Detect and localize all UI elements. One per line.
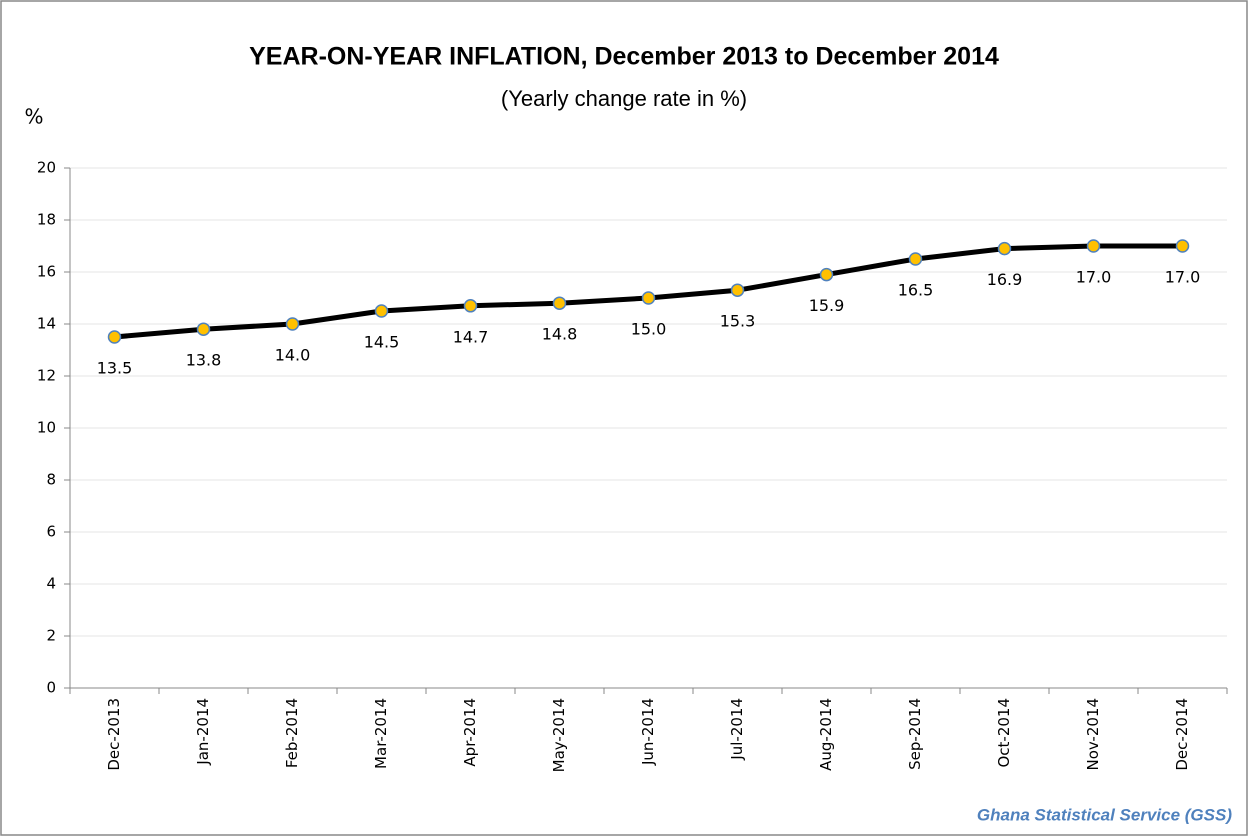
y-tick-label: 8 <box>46 471 56 489</box>
y-tick-label: 12 <box>37 367 56 385</box>
x-tick-label: Dec-2013 <box>105 698 123 771</box>
y-tick-label: 14 <box>37 315 56 333</box>
data-label: 14.8 <box>542 325 578 344</box>
data-point <box>997 241 1012 256</box>
x-tick-label: Jul-2014 <box>728 698 746 761</box>
data-point <box>641 291 656 305</box>
data-label: 17.0 <box>1076 268 1112 287</box>
data-point <box>196 322 211 336</box>
source-note: Ghana Statistical Service (GSS) <box>977 805 1232 824</box>
data-label: 14.7 <box>453 327 489 346</box>
x-tick-label: Oct-2014 <box>995 698 1013 768</box>
data-label: 16.9 <box>987 270 1023 289</box>
data-point <box>1086 239 1101 253</box>
data-point <box>730 283 745 297</box>
data-point <box>819 267 834 282</box>
chart-subtitle: (Yearly change rate in %) <box>501 86 747 111</box>
chart-title: YEAR-ON-YEAR INFLATION, December 2013 to… <box>249 43 999 71</box>
data-label: 13.8 <box>186 351 222 370</box>
x-tick-label: Jan-2014 <box>194 698 212 766</box>
data-point <box>374 304 389 318</box>
data-label: 15.3 <box>720 312 756 331</box>
data-point <box>463 299 478 313</box>
data-point <box>1175 239 1190 253</box>
data-point <box>107 330 122 344</box>
y-tick-label: 2 <box>46 627 56 645</box>
data-point <box>285 317 300 331</box>
data-label: 14.5 <box>364 333 400 352</box>
x-tick-label: May-2014 <box>550 698 568 772</box>
data-label: 15.9 <box>809 296 845 315</box>
x-tick-label: Sep-2014 <box>906 698 924 770</box>
data-label: 14.0 <box>275 346 311 365</box>
y-tick-label: 20 <box>37 159 56 177</box>
y-tick-label: 18 <box>37 211 56 229</box>
y-axis-label: % <box>24 105 43 129</box>
x-tick-label: Dec-2014 <box>1173 698 1191 771</box>
data-point <box>552 296 567 310</box>
data-point <box>908 252 923 266</box>
x-tick-label: Mar-2014 <box>372 698 390 769</box>
data-label: 15.0 <box>631 320 667 339</box>
data-label: 13.5 <box>97 359 133 378</box>
x-tick-label: Apr-2014 <box>461 698 479 767</box>
y-tick-label: 4 <box>46 575 56 593</box>
x-tick-label: Nov-2014 <box>1084 698 1102 770</box>
y-tick-label: 10 <box>37 419 56 437</box>
y-tick-label: 16 <box>37 263 56 281</box>
x-tick-label: Jun-2014 <box>639 698 657 766</box>
y-tick-label: 6 <box>46 523 56 541</box>
data-label: 17.0 <box>1165 268 1201 287</box>
data-label: 16.5 <box>898 281 934 300</box>
x-tick-label: Feb-2014 <box>283 698 301 768</box>
y-tick-label: 0 <box>46 679 56 697</box>
x-tick-label: Aug-2014 <box>817 698 835 771</box>
